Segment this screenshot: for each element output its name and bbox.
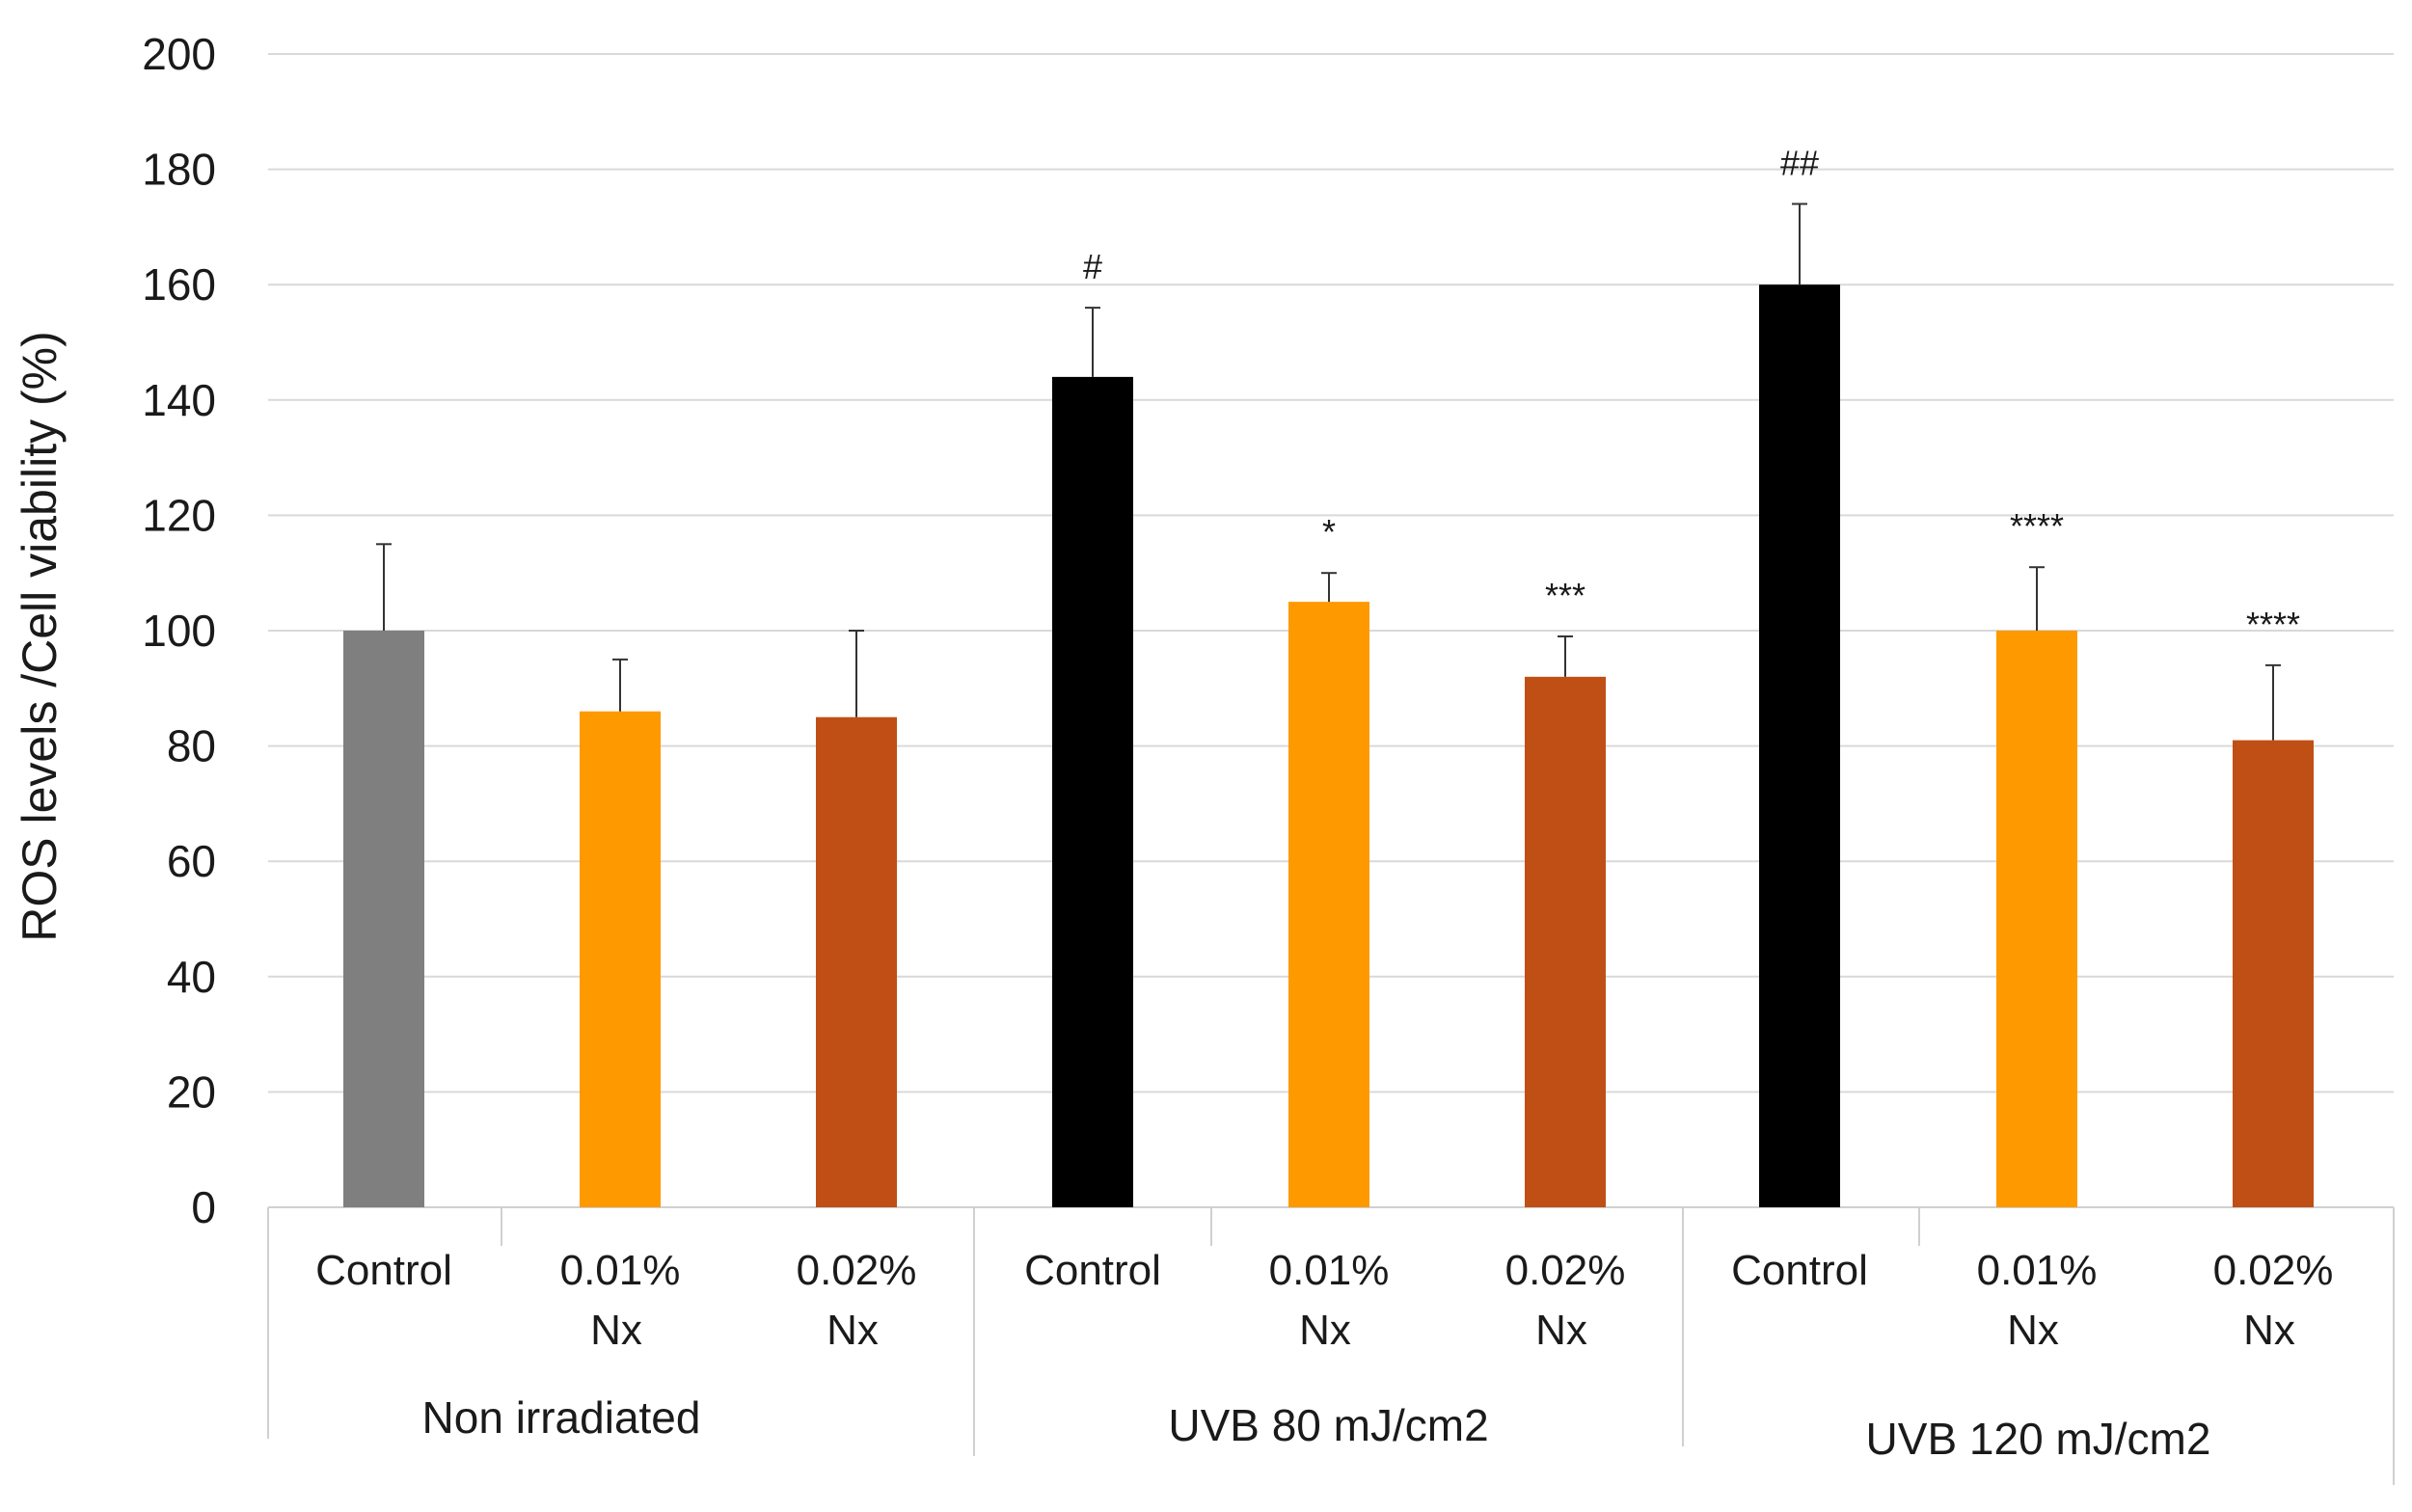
bar xyxy=(580,711,661,1207)
category-label: 0.01% xyxy=(1269,1247,1390,1294)
category-label: Nx xyxy=(2007,1307,2059,1354)
y-tick-label: 20 xyxy=(167,1066,216,1117)
category-label: 0.02% xyxy=(797,1247,917,1294)
significance-label: ## xyxy=(1780,143,1819,182)
category-label: 0.02% xyxy=(1505,1247,1626,1294)
bar xyxy=(1996,631,2077,1207)
y-tick-label: 0 xyxy=(191,1182,216,1232)
y-tick-label: 80 xyxy=(167,721,216,771)
category-label: Nx xyxy=(827,1307,879,1354)
significance-label: **** xyxy=(2010,506,2064,546)
group-label: Non irradiated xyxy=(422,1392,701,1443)
category-label: Nx xyxy=(1535,1307,1587,1354)
category-label: 0.01% xyxy=(1977,1247,2098,1294)
y-tick-label: 100 xyxy=(142,606,216,656)
y-tick-label: 120 xyxy=(142,490,216,540)
category-label: Control xyxy=(315,1247,452,1294)
category-label: Control xyxy=(1731,1247,1868,1294)
category-label: Nx xyxy=(1299,1307,1351,1354)
y-tick-label: 140 xyxy=(142,375,216,425)
group-label: UVB 80 mJ/cm2 xyxy=(1168,1400,1488,1450)
y-tick-label: 160 xyxy=(142,259,216,310)
y-tick-label: 180 xyxy=(142,145,216,195)
category-label: Control xyxy=(1024,1247,1161,1294)
bars: #****##******** xyxy=(343,143,2314,1207)
significance-label: **** xyxy=(2246,605,2300,644)
bar xyxy=(1525,676,1606,1207)
category-label: 0.01% xyxy=(560,1247,681,1294)
bar xyxy=(343,631,424,1207)
y-tick-label: 200 xyxy=(142,29,216,79)
category-label: 0.02% xyxy=(2213,1247,2334,1294)
bar xyxy=(2233,740,2314,1207)
bar xyxy=(1759,284,1840,1207)
axes: 0 20 40 60 80 100 120 140 160 180 200 xyxy=(142,29,2395,1485)
bar xyxy=(1288,602,1369,1207)
significance-label: * xyxy=(1322,512,1336,552)
y-axis-label: ROS levels /Cell viability (%) xyxy=(13,331,67,941)
significance-label: # xyxy=(1083,247,1102,286)
category-label: Nx xyxy=(2243,1307,2295,1354)
category-labels: Control 0.01% Nx 0.02% Nx Non irradiated Contr… xyxy=(315,1247,2333,1464)
significance-label: *** xyxy=(1545,576,1585,615)
category-label: Nx xyxy=(590,1307,642,1354)
bar xyxy=(816,716,897,1207)
group-label: UVB 120 mJ/cm2 xyxy=(1866,1414,2211,1464)
y-tick-label: 40 xyxy=(167,952,216,1002)
bar xyxy=(1052,376,1133,1207)
y-tick-label: 60 xyxy=(167,836,216,886)
